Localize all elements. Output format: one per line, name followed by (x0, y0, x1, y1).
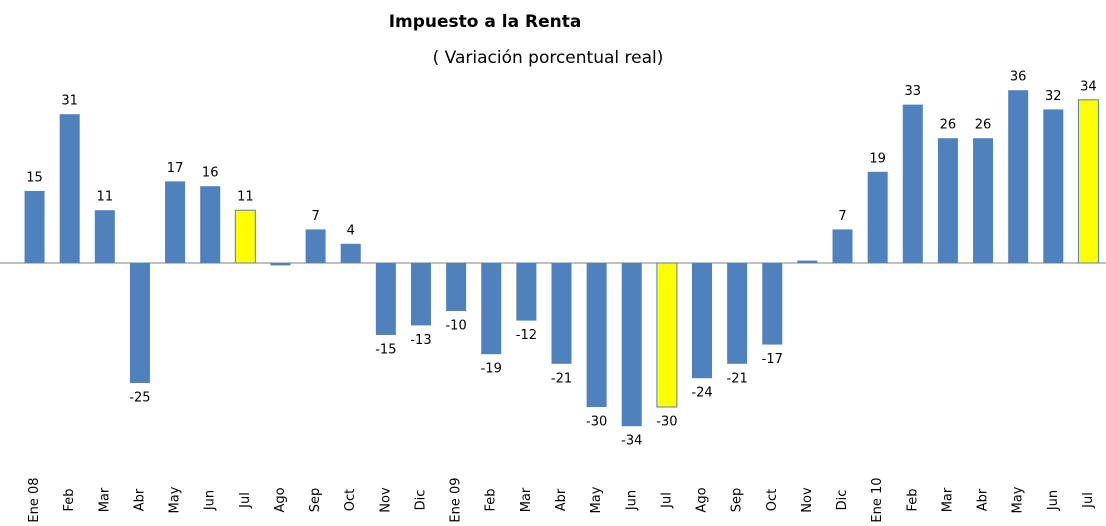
bar (1043, 109, 1064, 264)
data-label: 34 (1080, 79, 1097, 94)
data-label: -24 (691, 386, 712, 401)
bar (656, 262, 678, 408)
data-label: 11 (237, 190, 254, 205)
bar (1077, 99, 1099, 264)
data-label: 7 (311, 209, 319, 224)
x-tick-label: Ene 10 (870, 477, 885, 522)
chart-subtitle: ( Variación porcentual real) (433, 48, 664, 68)
data-label: -12 (516, 328, 537, 343)
data-label: 4 (347, 223, 355, 238)
bar (270, 263, 291, 266)
bar (516, 263, 537, 321)
bar (59, 114, 80, 263)
data-label: -10 (445, 319, 466, 334)
chart-title: Impuesto a la Renta (389, 12, 582, 32)
data-label: 26 (975, 118, 992, 133)
x-tick-label: Jul (659, 492, 674, 509)
x-tick-label: Dic (413, 490, 428, 511)
x-tick-label: Jun (624, 490, 639, 511)
bar (305, 229, 326, 263)
x-tick-label: Nov (378, 487, 393, 513)
bar (94, 210, 115, 263)
data-label: -15 (375, 343, 396, 358)
bar (165, 181, 186, 263)
data-label: 31 (61, 94, 78, 109)
data-label: 7 (838, 209, 846, 224)
data-label: -13 (410, 333, 431, 348)
bar (446, 263, 467, 311)
bar (832, 229, 853, 263)
x-tick-label: Ago (273, 487, 288, 512)
data-label: 19 (869, 151, 886, 166)
bar (586, 263, 607, 407)
x-tick-label: Jun (1046, 490, 1061, 511)
data-label: -25 (129, 391, 150, 406)
bar (762, 263, 783, 345)
data-label: 32 (1045, 89, 1062, 104)
x-tick-label: Mar (940, 487, 955, 512)
data-label: 33 (905, 84, 922, 99)
bar (340, 243, 361, 263)
data-label: 11 (97, 190, 114, 205)
bar (692, 263, 713, 379)
x-tick-label: Ene 08 (27, 477, 42, 522)
x-tick-label: Ago (695, 487, 710, 512)
data-label: -21 (727, 371, 748, 386)
x-tick-label: Dic (835, 490, 850, 511)
bar (24, 191, 45, 263)
data-label: -19 (481, 362, 502, 377)
bar (481, 263, 502, 355)
x-tick-label: Mar (97, 487, 112, 512)
x-tick-label: Sep (730, 488, 745, 513)
bar (129, 263, 150, 383)
bar (937, 138, 958, 263)
x-tick-label: May (589, 486, 604, 513)
data-label: -21 (551, 371, 572, 386)
x-tick-label: Oct (343, 489, 358, 511)
data-label: 36 (1010, 70, 1027, 85)
x-tick-label: Sep (308, 488, 323, 513)
x-tick-label: May (1011, 486, 1026, 513)
x-tick-label: Abr (554, 488, 569, 511)
bar (621, 263, 642, 427)
x-tick-label: Jul (238, 492, 253, 509)
data-label: -30 (586, 415, 607, 430)
x-tick-label: Jun (203, 490, 218, 511)
x-tick-label: Ene 09 (449, 477, 464, 522)
data-label: 17 (167, 161, 184, 176)
x-tick-label: Oct (765, 489, 780, 511)
bar (1008, 90, 1029, 263)
x-tick-label: Feb (484, 488, 499, 511)
x-tick-label: Feb (62, 488, 77, 511)
bar (200, 186, 221, 263)
data-label: -30 (656, 415, 677, 430)
bar (551, 263, 572, 364)
bar (727, 263, 748, 364)
x-tick-label: Nov (800, 487, 815, 513)
x-tick-label: Jul (1081, 492, 1096, 509)
data-label: -34 (621, 434, 642, 449)
bar (902, 104, 923, 263)
bar (797, 260, 818, 263)
bar (973, 138, 994, 263)
data-label: 15 (26, 171, 43, 186)
data-label: -17 (762, 352, 783, 367)
bar (410, 263, 431, 326)
bar (867, 171, 888, 263)
x-tick-label: Mar (519, 487, 534, 512)
data-label: 16 (202, 166, 219, 181)
bar (234, 209, 256, 264)
data-label: 26 (940, 118, 957, 133)
bar (375, 263, 396, 335)
x-tick-label: Abr (132, 488, 147, 511)
x-tick-label: Feb (905, 488, 920, 511)
x-tick-label: Abr (976, 488, 991, 511)
x-tick-label: May (168, 486, 183, 513)
